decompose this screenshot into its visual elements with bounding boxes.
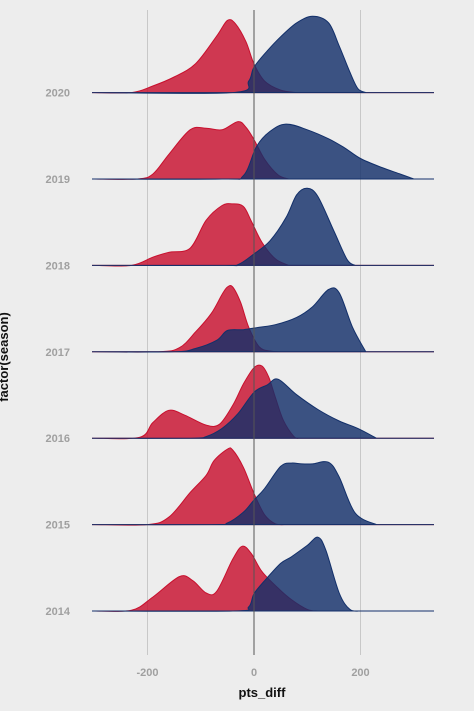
density-blue-2018 [92,187,434,267]
y-tick-label: 2016 [46,433,70,445]
y-tick-label: 2019 [46,174,70,186]
density-blue-2014 [92,536,434,612]
density-blue-2017 [92,287,434,353]
density-blue-2016 [92,378,434,439]
x-tick-label: -200 [136,667,158,679]
y-tick-label: 2017 [46,347,70,359]
x-axis-title: pts_diff [239,685,287,700]
y-tick-label: 2014 [46,606,71,618]
y-tick-label: 2015 [46,520,70,532]
density-blue-2015 [92,461,434,526]
tick-labels-layer: 2014 2015 2016 2017 2018 2019 2020 -200 0 200 [46,88,370,679]
y-tick-label: 2018 [46,260,70,272]
ridges-layer [92,15,434,612]
x-tick-label: 200 [351,667,369,679]
density-blue-2019 [92,123,434,180]
x-tick-label: 0 [251,667,257,679]
y-axis-title: factor(season) [0,312,11,402]
y-tick-label: 2020 [46,88,70,100]
density-blue-2020 [92,15,434,94]
